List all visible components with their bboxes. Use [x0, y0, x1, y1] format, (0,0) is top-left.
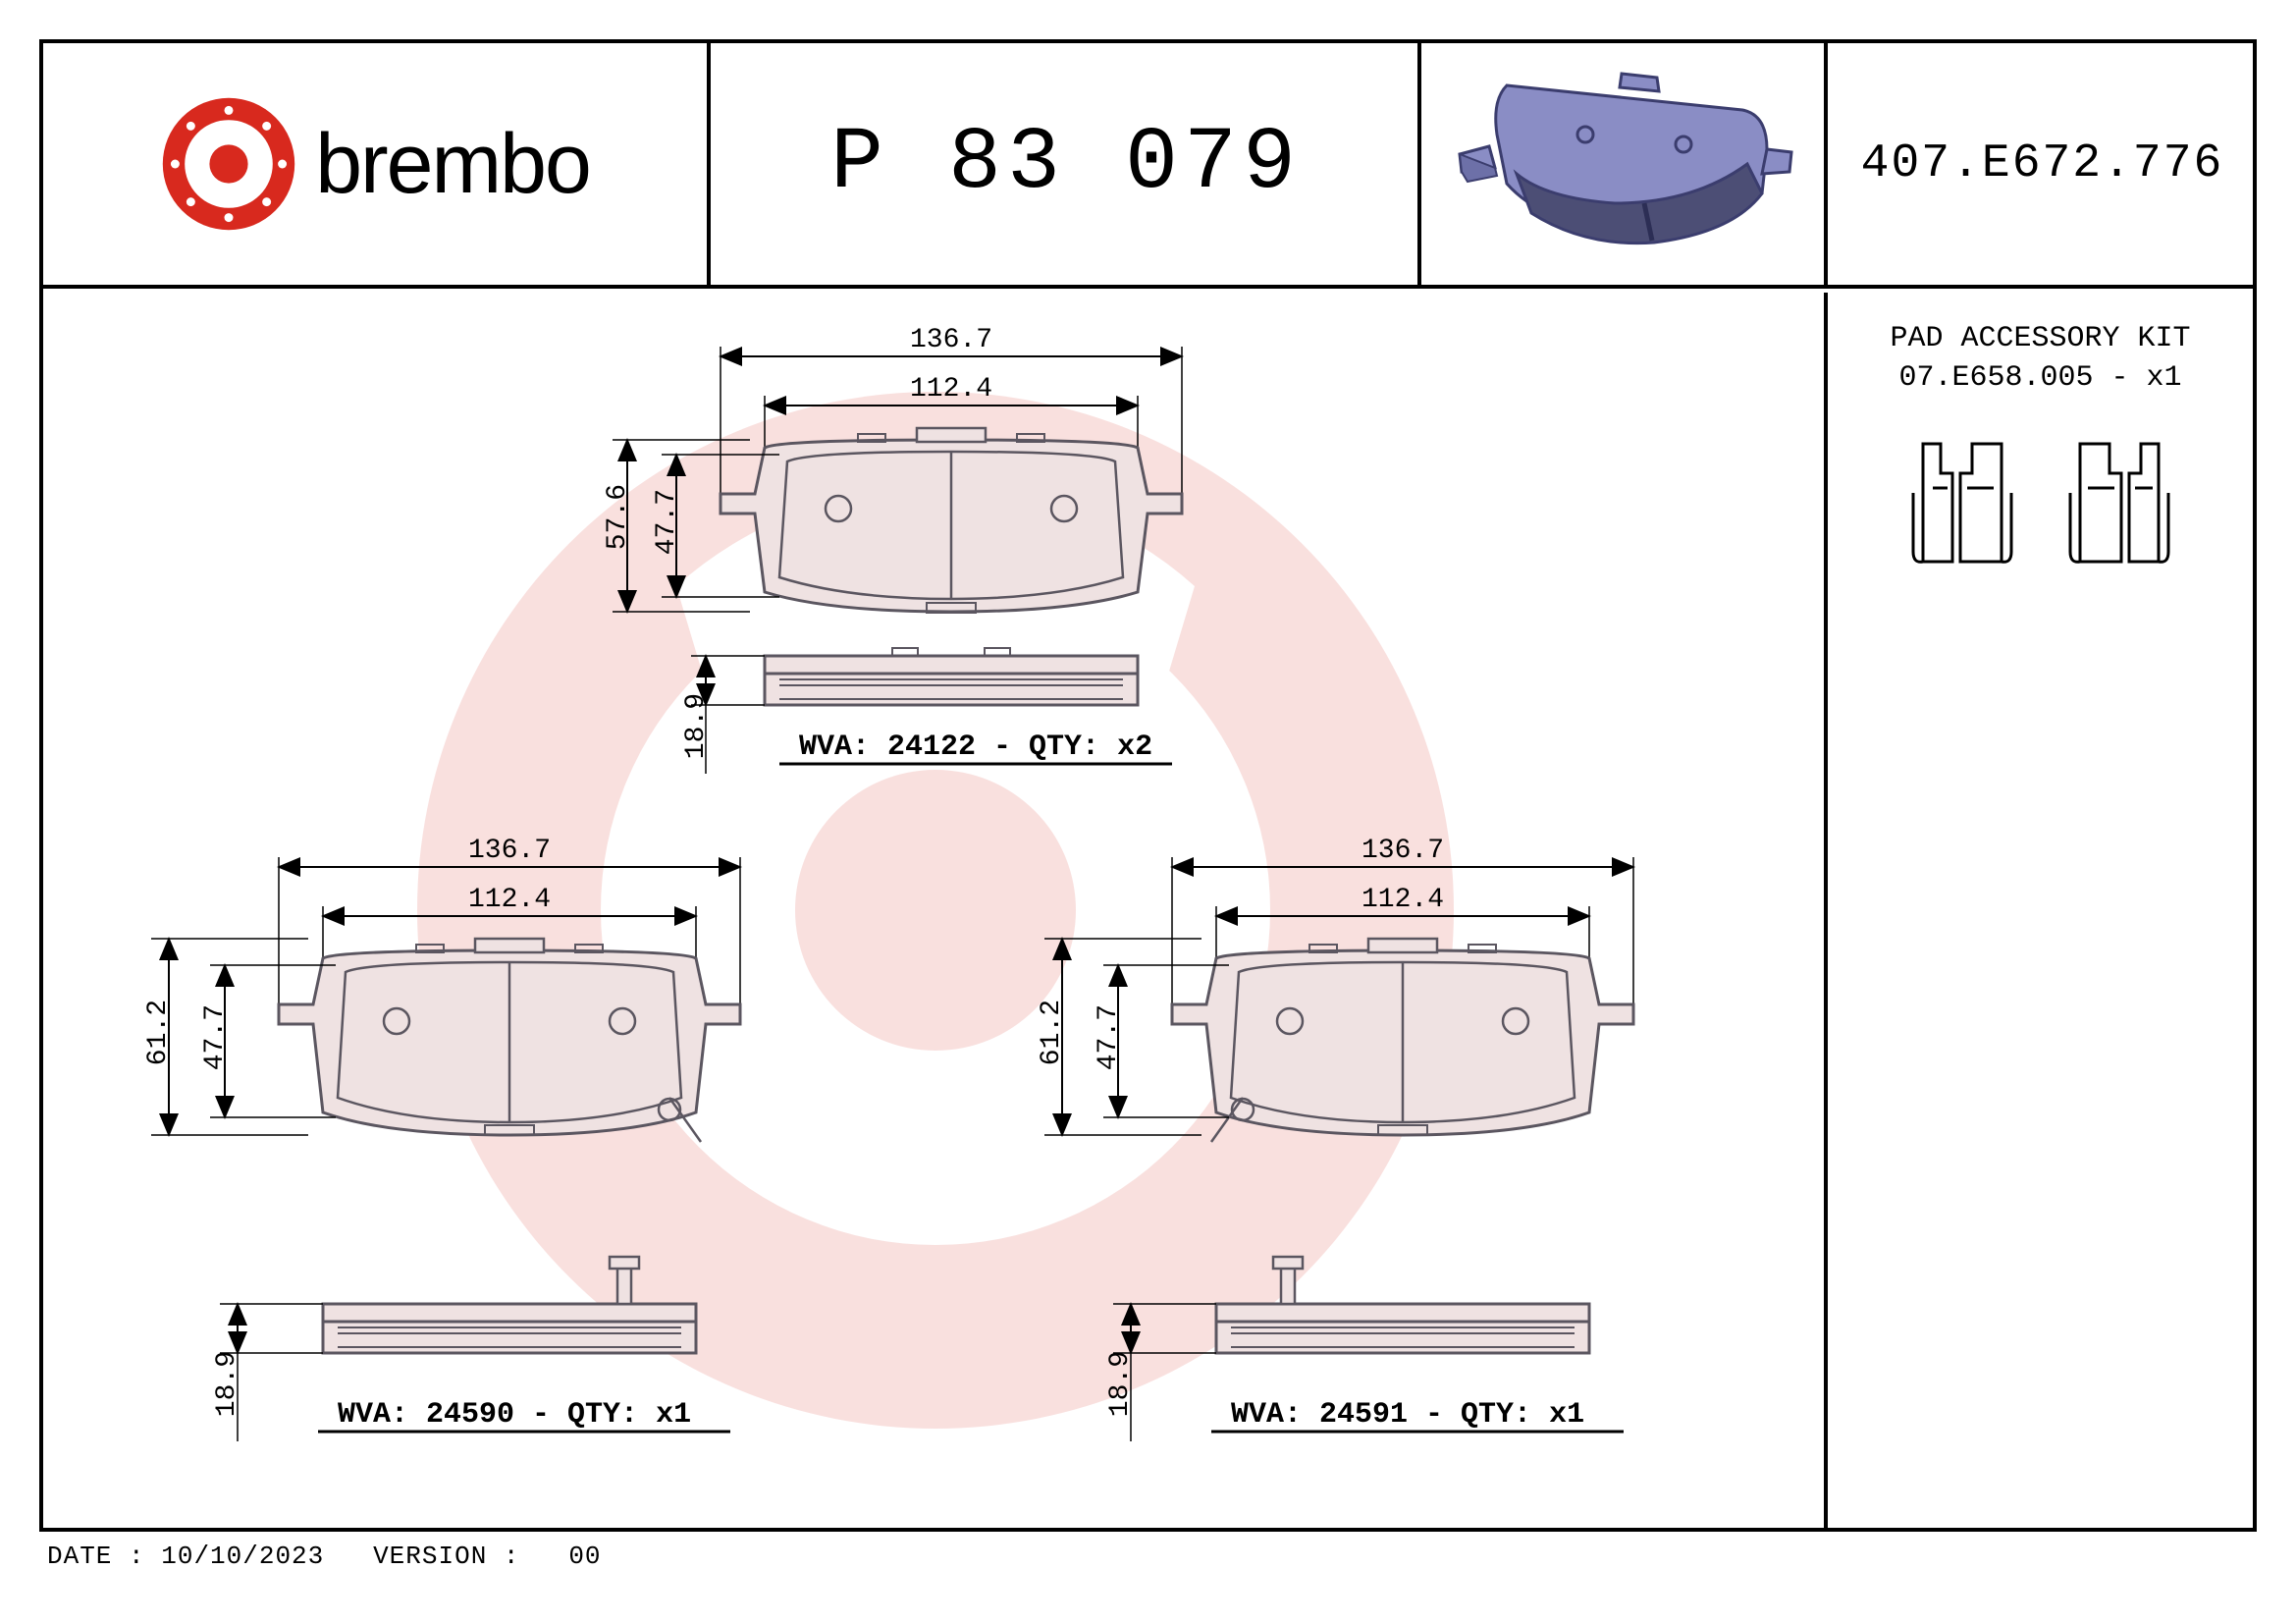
- wva-top: WVA: 24122 - QTY: x2: [799, 731, 1152, 764]
- dim-left-w-inner: 112.4: [468, 885, 551, 915]
- header-logo-cell: brembo: [43, 43, 711, 285]
- dim-right-thick: 18.9: [1105, 1351, 1136, 1417]
- dim-right-h-inner: 47.7: [1094, 1004, 1124, 1070]
- pad-right-drawing: 136.7 112.4: [976, 813, 1751, 1520]
- kit-qty-sep: -: [2111, 361, 2147, 395]
- pad-left-block: 136.7 112.4: [82, 813, 858, 1520]
- dim-top-h-outer: 57.6: [603, 484, 633, 550]
- dim-left-thick: 18.9: [212, 1351, 242, 1417]
- dim-left-h-inner: 47.7: [200, 1004, 231, 1070]
- kit-qty: x1: [2147, 361, 2182, 395]
- clip-left-icon: [1903, 434, 2021, 581]
- footer-date: 10/10/2023: [161, 1542, 324, 1571]
- dim-top-h-inner: 47.7: [652, 489, 682, 555]
- brake-pad-iso-view: [1438, 56, 1811, 272]
- kit-title: PAD ACCESSORY KIT: [1828, 322, 2253, 355]
- brembo-wordmark: brembo: [315, 116, 590, 213]
- dim-right-w-outer: 136.7: [1362, 836, 1444, 866]
- kit-code-value: 07.E658.005: [1898, 361, 2093, 395]
- drawing-sheet: brembo P 83 079: [39, 39, 2257, 1532]
- wva-left: WVA: 24590 - QTY: x1: [338, 1398, 691, 1432]
- header-row: brembo P 83 079: [43, 43, 2253, 289]
- dim-top-w-outer: 136.7: [910, 325, 992, 355]
- dim-top-w-inner: 112.4: [910, 374, 992, 405]
- dim-right-h-outer: 61.2: [1037, 1000, 1067, 1065]
- dim-right-w-inner: 112.4: [1362, 885, 1444, 915]
- dim-left-h-outer: 61.2: [143, 1000, 174, 1065]
- footer-date-version: DATE : 10/10/2023 VERSION : 00: [47, 1542, 602, 1571]
- clip-right-icon: [2060, 434, 2178, 581]
- footer-date-label: DATE :: [47, 1542, 145, 1571]
- clip-drawings: [1828, 434, 2253, 581]
- pad-top-block: 136.7 112.4: [554, 302, 1300, 813]
- wva-right: WVA: 24591 - QTY: x1: [1231, 1398, 1584, 1432]
- kit-code: 07.E658.005 - x1: [1828, 361, 2253, 395]
- pad-right-block: 136.7 112.4: [976, 813, 1751, 1520]
- accessory-sidebar: PAD ACCESSORY KIT 07.E658.005 - x1: [1824, 293, 2253, 1528]
- brembo-disc-icon: [160, 95, 297, 233]
- header-ean-cell: 407.E672.776: [1832, 43, 2253, 285]
- dim-top-thick: 18.9: [681, 693, 712, 759]
- footer-version-label: VERSION :: [373, 1542, 519, 1571]
- dim-left-w-outer: 136.7: [468, 836, 551, 866]
- pad-left-drawing: 136.7 112.4: [82, 813, 858, 1520]
- header-partno-cell: P 83 079: [715, 43, 1421, 285]
- footer-version: 00: [568, 1542, 601, 1571]
- pad-top-drawing: 136.7 112.4: [554, 302, 1300, 813]
- ean-code: 407.E672.776: [1861, 137, 2224, 190]
- header-iso-cell: [1425, 43, 1828, 285]
- brembo-logo: brembo: [160, 95, 590, 233]
- drawing-canvas: 136.7 112.4: [43, 293, 1828, 1528]
- part-number: P 83 079: [830, 114, 1302, 214]
